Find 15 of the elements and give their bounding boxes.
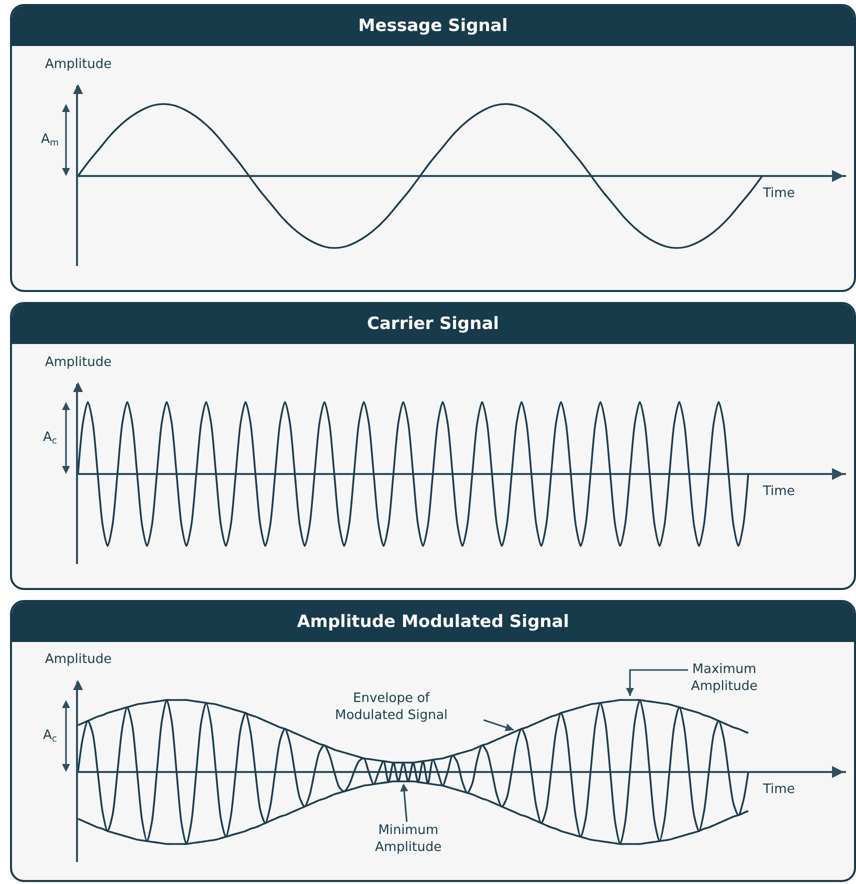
- x-axis-title: Time: [762, 484, 795, 499]
- y-axis-title: Amplitude: [45, 355, 112, 370]
- chart-title: Carrier Signal: [12, 304, 854, 344]
- annotation: Minimum Amplitude: [375, 823, 442, 855]
- text: Maximum Amplitude: [691, 662, 758, 694]
- chart-title: Amplitude Modulated Signal: [12, 602, 854, 642]
- y-axis-title: Amplitude: [45, 57, 112, 72]
- chart-title: Message Signal: [12, 6, 854, 46]
- text: A$_{c}$: [43, 728, 57, 745]
- x-axis-title: Time: [762, 782, 795, 797]
- text: A$_{c}$: [43, 430, 57, 447]
- text: A$_{m}$: [41, 132, 59, 149]
- annotation: Envelope of Modulated Signal: [335, 691, 448, 723]
- x-axis-title: Time: [762, 186, 795, 201]
- y-axis-title: Amplitude: [45, 652, 112, 667]
